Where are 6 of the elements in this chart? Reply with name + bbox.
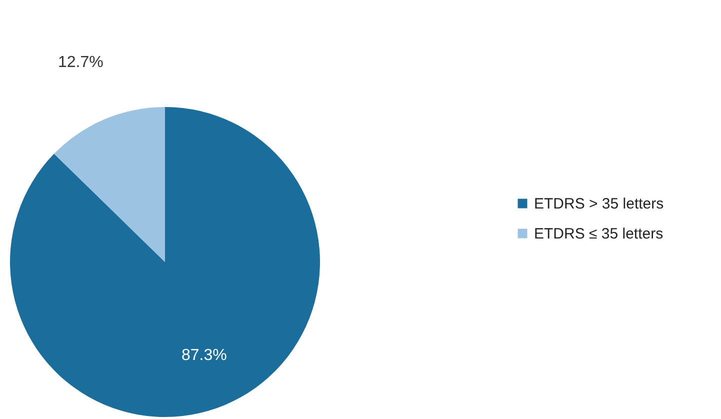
legend-label: ETDRS ≤ 35 letters	[534, 226, 664, 242]
data-label: 87.3%	[181, 346, 227, 364]
pie-slice	[54, 107, 165, 262]
data-label: 12.7%	[58, 54, 104, 72]
pie-slice	[10, 107, 320, 417]
legend-label: ETDRS > 35 letters	[534, 196, 664, 212]
